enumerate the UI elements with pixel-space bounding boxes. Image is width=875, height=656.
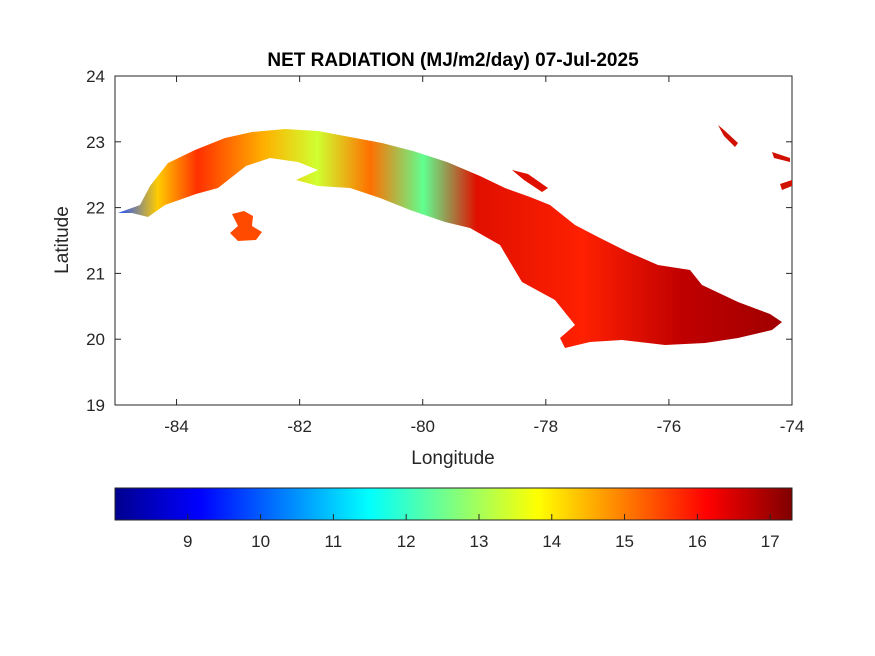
- chart-title: NET RADIATION (MJ/m2/day) 07-Jul-2025: [267, 50, 639, 71]
- colorbar-tick-label: 9: [183, 532, 192, 551]
- cayo-east-2: [772, 152, 790, 162]
- x-tick-label: -74: [780, 417, 805, 436]
- map-layer: [118, 125, 792, 348]
- y-axis: 19 20 21 22 23 24: [86, 67, 792, 415]
- colorbar-tick-label: 16: [688, 532, 707, 551]
- isla-de-la-juventud: [230, 211, 262, 241]
- cayo-east-1: [718, 125, 738, 147]
- y-tick-label: 22: [86, 199, 105, 218]
- colorbar-tick-label: 15: [615, 532, 634, 551]
- y-tick-label: 23: [86, 133, 105, 152]
- colorbar-tick-label: 10: [251, 532, 270, 551]
- colorbar: [114, 487, 793, 521]
- cayos-north: [512, 170, 548, 192]
- x-tick-label: -80: [410, 417, 435, 436]
- plot-area: [114, 75, 793, 406]
- x-tick-label: -78: [534, 417, 559, 436]
- x-tick-label: -76: [657, 417, 682, 436]
- y-tick-label: 20: [86, 330, 105, 349]
- y-tick-label: 19: [86, 396, 105, 415]
- x-axis-label: Longitude: [411, 448, 494, 469]
- colorbar-tick-label: 12: [397, 532, 416, 551]
- cuba-main-island: [118, 129, 782, 348]
- x-tick-label: -84: [164, 417, 189, 436]
- x-axis: -84 -82 -80 -78 -76 -74: [164, 76, 804, 436]
- y-tick-label: 21: [86, 264, 105, 283]
- colorbar-tick-label: 11: [325, 532, 343, 551]
- y-axis-label: Latitude: [52, 206, 73, 274]
- colorbar-tick-label: 14: [542, 532, 561, 551]
- colorbar-tick-label: 13: [470, 532, 489, 551]
- colorbar-ticks: 9 10 11 12 13 14 15 16 17: [183, 514, 780, 551]
- colorbar-tick-label: 17: [761, 532, 780, 551]
- cayo-east-3: [780, 180, 792, 190]
- x-tick-label: -82: [287, 417, 312, 436]
- y-tick-label: 24: [86, 67, 105, 86]
